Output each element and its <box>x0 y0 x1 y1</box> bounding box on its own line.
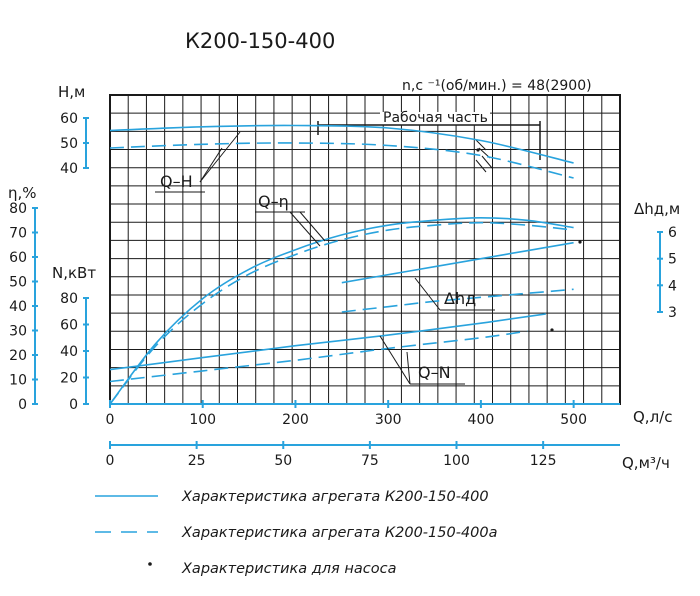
legend-entry-dot: Характеристика для насоса <box>181 561 396 577</box>
legend: Характеристика агрегата К200-150-400 Хара… <box>95 489 498 577</box>
eta-tick-label: 0 <box>18 397 27 413</box>
h-tick-label: 40 <box>60 161 78 177</box>
working-part-label: Рабочая часть <box>383 110 488 126</box>
pump-mark-h <box>476 148 480 152</box>
q_ls-tick-label: 400 <box>468 412 495 428</box>
chart-grid <box>110 95 620 404</box>
curve-labels: Q–H Q–η Δhд Q–N <box>155 131 495 385</box>
series-n-solid <box>109 313 546 371</box>
label-qeta: Q–η <box>258 192 289 211</box>
eta-tick-label: 80 <box>9 201 27 217</box>
h-tick-label: 50 <box>60 136 78 152</box>
pump-marks <box>476 148 582 332</box>
n-tick-label: 60 <box>60 318 78 334</box>
eta-tick-label: 40 <box>9 299 27 315</box>
label-dh: Δhд <box>444 289 476 308</box>
q_ls-tick-label: 200 <box>282 412 309 428</box>
h-tick-label: 60 <box>60 111 78 127</box>
q_m3h-tick-label: 125 <box>530 453 557 469</box>
q_ls-tick-label: 500 <box>560 412 587 428</box>
legend-entry-solid: Характеристика агрегата К200-150-400 <box>181 489 489 505</box>
legend-swatch-dot <box>148 562 152 566</box>
n-tick-label: 0 <box>69 397 78 413</box>
eta-tick-label: 70 <box>9 226 27 242</box>
q_ls-tick-label: 0 <box>106 412 115 428</box>
series-eta-dashed <box>109 221 574 405</box>
axis-q-m3h-label: Q,м³/ч <box>622 454 670 472</box>
axis-n: N,кВт 80 60 40 20 0 <box>52 264 96 413</box>
eta-tick-label: 50 <box>9 275 27 291</box>
axis-q-ls-label: Q,л/с <box>633 408 672 426</box>
series-h-solid <box>109 124 574 164</box>
series-eta-solid <box>109 216 574 405</box>
dh-tick-label: 4 <box>668 278 677 294</box>
eta-tick-label: 10 <box>9 373 27 389</box>
dh-tick-label: 3 <box>668 305 677 321</box>
axis-dh-label: Δhд,м <box>634 200 680 218</box>
pump-mark-eta <box>578 240 582 244</box>
q_m3h-tick-label: 25 <box>188 453 206 469</box>
legend-entry-dashed: Характеристика агрегата К200-150-400а <box>181 525 498 541</box>
axis-dh: Δhд,м 6 5 4 3 <box>634 200 680 321</box>
dh-tick-label: 5 <box>668 252 677 268</box>
speed-label: n,c ⁻¹(об/мин.) = 48(2900) <box>402 78 592 94</box>
eta-tick-label: 30 <box>9 324 27 340</box>
axis-h: H,м 60 50 40 <box>58 83 89 177</box>
series-h-dashed <box>109 142 574 179</box>
curves <box>109 124 574 405</box>
dh-tick-label: 6 <box>668 225 677 241</box>
q_m3h-tick-label: 0 <box>106 453 115 469</box>
series-dh-dashed <box>341 288 574 313</box>
axis-h-label: H,м <box>58 83 85 101</box>
eta-tick-label: 20 <box>9 348 27 364</box>
eta-tick-label: 60 <box>9 250 27 266</box>
n-tick-label: 80 <box>60 291 78 307</box>
q_m3h-tick-label: 100 <box>443 453 470 469</box>
label-qn: Q–N <box>418 363 451 382</box>
axis-eta: η,% 80 70 60 50 40 30 20 10 0 <box>8 184 38 413</box>
q_m3h-tick-label: 50 <box>274 453 292 469</box>
q_m3h-tick-label: 75 <box>361 453 379 469</box>
series-dh-solid <box>341 241 574 284</box>
series-n-dashed <box>109 330 528 383</box>
axis-eta-label: η,% <box>8 184 37 202</box>
axis-n-label: N,кВт <box>52 264 96 282</box>
working-part-marker: Рабочая часть <box>317 110 541 173</box>
n-tick-label: 20 <box>60 371 78 387</box>
q_ls-tick-label: 100 <box>189 412 216 428</box>
axis-q-m3h: 0 25 50 75 100 125 Q,м³/ч <box>106 441 670 472</box>
q_ls-tick-label: 300 <box>375 412 402 428</box>
chart-title: К200-150-400 <box>185 29 335 53</box>
n-tick-label: 40 <box>60 344 78 360</box>
pump-mark-n <box>550 328 554 332</box>
axis-q-ls: 0 100 200 300 400 500 Q,л/с <box>106 400 672 428</box>
label-qh: Q–H <box>160 172 193 191</box>
